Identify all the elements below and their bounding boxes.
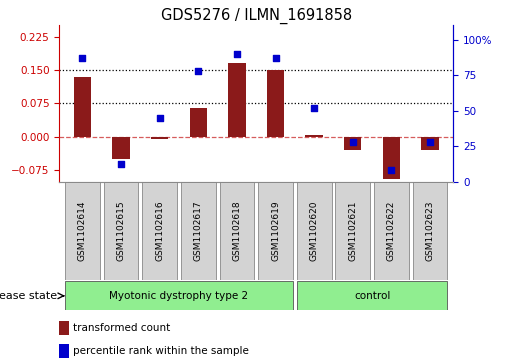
Bar	[228, 63, 246, 137]
Bar	[344, 137, 362, 150]
Bar	[297, 281, 448, 310]
Point	[117, 162, 125, 167]
Point	[156, 115, 164, 121]
Bar	[151, 137, 168, 139]
Title: GDS5276 / ILMN_1691858: GDS5276 / ILMN_1691858	[161, 8, 352, 24]
Text: GSM1102617: GSM1102617	[194, 200, 203, 261]
Bar	[112, 137, 130, 159]
Bar	[104, 182, 139, 280]
Bar	[267, 70, 284, 137]
Bar	[142, 182, 177, 280]
Text: GSM1102619: GSM1102619	[271, 200, 280, 261]
Bar	[65, 182, 100, 280]
Bar	[181, 182, 216, 280]
Bar	[305, 135, 323, 137]
Bar	[258, 182, 293, 280]
Text: GSM1102614: GSM1102614	[78, 200, 87, 261]
Text: GSM1102616: GSM1102616	[155, 200, 164, 261]
Bar	[335, 182, 370, 280]
Text: transformed count: transformed count	[73, 323, 170, 333]
Point	[387, 167, 396, 173]
Text: disease state: disease state	[0, 291, 57, 301]
Point	[233, 51, 241, 57]
Point	[271, 55, 280, 61]
Point	[349, 139, 357, 145]
Bar	[413, 182, 448, 280]
Bar	[219, 182, 254, 280]
Bar	[59, 321, 69, 335]
Text: control: control	[354, 291, 390, 301]
Text: GSM1102623: GSM1102623	[425, 200, 435, 261]
Point	[194, 68, 202, 74]
Point	[310, 105, 318, 111]
Bar	[59, 344, 69, 358]
Text: GSM1102618: GSM1102618	[232, 200, 242, 261]
Bar	[297, 182, 332, 280]
Bar	[65, 281, 293, 310]
Bar	[421, 137, 439, 150]
Text: GSM1102622: GSM1102622	[387, 200, 396, 261]
Bar	[383, 137, 400, 179]
Bar	[374, 182, 409, 280]
Point	[426, 139, 434, 145]
Text: GSM1102621: GSM1102621	[348, 200, 357, 261]
Text: percentile rank within the sample: percentile rank within the sample	[73, 346, 249, 356]
Bar	[190, 108, 207, 137]
Text: GSM1102620: GSM1102620	[310, 200, 319, 261]
Point	[78, 55, 87, 61]
Text: Myotonic dystrophy type 2: Myotonic dystrophy type 2	[109, 291, 249, 301]
Bar	[74, 77, 91, 137]
Text: GSM1102615: GSM1102615	[116, 200, 126, 261]
